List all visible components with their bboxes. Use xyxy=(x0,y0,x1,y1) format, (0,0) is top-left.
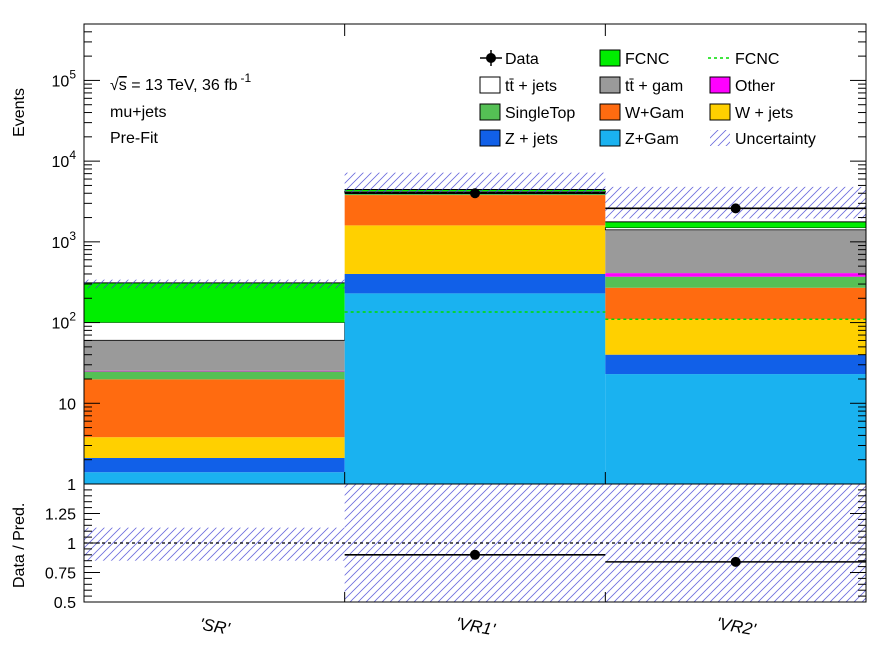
ratio-y-tick-label: 0.5 xyxy=(54,595,76,612)
bar-z-gam-vr2 xyxy=(605,374,866,484)
legend-swatch xyxy=(599,129,621,147)
x-label-sr: 'SR' xyxy=(198,615,232,639)
legend-swatch xyxy=(599,103,621,121)
bar-w-gam-vr2 xyxy=(605,287,866,320)
legend-swatch xyxy=(599,76,621,94)
bar-tt-gam-sr xyxy=(84,340,345,371)
ratio-y-axis-label: Data / Pred. xyxy=(11,503,28,588)
bar-other-sr xyxy=(84,370,345,372)
main-y-tick-label: 104 xyxy=(52,148,77,171)
ratio-data-points xyxy=(344,549,866,567)
bar-fcnc-sr xyxy=(84,282,345,323)
legend-label: Data xyxy=(505,51,539,68)
bar-w-gam-vr1 xyxy=(344,195,606,226)
fcnc-dashed-line xyxy=(344,311,866,320)
bar-z-jets-vr1 xyxy=(344,273,606,294)
ratio-y-axis: 0.5 0.75 1 1.25 xyxy=(45,483,866,612)
uncertainty-band-sr xyxy=(84,279,345,289)
legend-label: tt̄ + jets xyxy=(505,78,557,95)
legend-swatch xyxy=(479,103,501,121)
legend-entry-w-gam-7: W+Gam xyxy=(599,103,684,122)
bar-singletop-vr2 xyxy=(605,276,866,288)
legend-entry-fcnc-2: FCNC xyxy=(708,51,779,68)
legend-label: Uncertainty xyxy=(735,131,816,148)
ratio-y-tick-label: 0.75 xyxy=(45,566,76,583)
legend-entry-uncertainty-11: Uncertainty xyxy=(710,130,816,148)
ratio-y-tick-label: 1.25 xyxy=(45,507,76,524)
bar-tt-jets-sr xyxy=(84,322,346,341)
legend-marker-dot xyxy=(486,53,496,63)
bar-tt-gam-vr2 xyxy=(605,229,866,274)
legend-entry-w-jets-8: W + jets xyxy=(709,103,793,122)
legend-entry-other-5: Other xyxy=(709,76,776,95)
legend-label: FCNC xyxy=(625,51,669,68)
stage-label: Pre-Fit xyxy=(110,130,159,147)
legend-label: Z+Gam xyxy=(625,131,679,148)
bar-w-jets-vr1 xyxy=(344,225,606,274)
bar-singletop-sr xyxy=(84,371,345,380)
y-axis-label: Events xyxy=(11,88,28,137)
plot-annotations: √s = 13 TeV, 36 fb -1 mu+jets Pre-Fit xyxy=(110,71,252,147)
legend-entry-z-jets-9: Z + jets xyxy=(479,129,558,148)
data-point-vr2 xyxy=(730,203,741,214)
bar-w-jets-sr xyxy=(84,437,345,458)
main-y-tick-label: 105 xyxy=(52,67,77,90)
bar-z-jets-vr2 xyxy=(605,354,866,375)
ratio-point-vr1 xyxy=(470,549,480,560)
ratio-band-sr xyxy=(84,527,345,561)
main-y-tick-label: 102 xyxy=(52,310,77,333)
energy-lumi-label: √s = 13 TeV, 36 fb -1 xyxy=(110,71,252,94)
legend-swatch xyxy=(479,76,501,94)
bar-w-gam-sr xyxy=(84,379,345,438)
ratio-uncertainty-bands xyxy=(84,484,866,602)
bar-other-vr2 xyxy=(605,273,866,277)
legend-label: Other xyxy=(735,78,776,95)
bar-z-gam-sr xyxy=(84,472,345,484)
legend-label: Z + jets xyxy=(505,131,558,148)
legend-swatch xyxy=(479,129,501,147)
legend-entry-singletop-6: SingleTop xyxy=(479,103,575,122)
main-y-tick-label: 10 xyxy=(58,396,76,413)
main-y-axis: 1 10 102 103 104 105 xyxy=(52,23,866,494)
legend-label: FCNC xyxy=(735,51,779,68)
legend-entry-tt-gam-4: tt̄ + gam xyxy=(599,76,683,95)
channel-label: mu+jets xyxy=(110,104,166,121)
legend-entry-tt-jets-3: tt̄ + jets xyxy=(479,76,557,95)
legend-swatch xyxy=(709,76,731,94)
ratio-y-tick-label: 1 xyxy=(67,536,76,553)
x-label-vr2: 'VR2' xyxy=(715,614,758,640)
legend-label: tt̄ + gam xyxy=(625,78,683,95)
legend-label: W + jets xyxy=(735,105,793,122)
bar-w-jets-vr2 xyxy=(605,319,866,355)
legend-entry-data-0: Data xyxy=(480,50,539,68)
main-panel-bars xyxy=(84,189,866,484)
main-data-points xyxy=(344,188,866,214)
bar-z-gam-vr1 xyxy=(344,293,606,484)
legend-label: W+Gam xyxy=(625,105,684,122)
main-y-tick-label: 1 xyxy=(67,477,76,494)
legend-entry-fcnc-1: FCNC xyxy=(599,49,669,68)
legend-label: SingleTop xyxy=(505,105,575,122)
bar-z-jets-sr xyxy=(84,457,345,473)
legend-entry-z-gam-10: Z+Gam xyxy=(599,129,679,148)
bar-tt-jets-vr2 xyxy=(604,227,866,231)
main-y-tick-label: 103 xyxy=(52,229,77,252)
x-axis-category-labels: 'SR' 'VR1' 'VR2' xyxy=(198,614,758,640)
ratio-point-vr2 xyxy=(730,556,741,567)
bar-fcnc-vr2 xyxy=(605,221,866,228)
legend-swatch xyxy=(709,103,731,121)
uncertainty-band-vr2 xyxy=(605,186,866,219)
data-point-vr1 xyxy=(470,188,480,199)
uncertainty-band-vr1 xyxy=(344,172,606,195)
legend-hatch xyxy=(710,130,730,146)
legend: Data FCNC FCNC tt̄ + jets tt̄ + gam Other Sing… xyxy=(479,49,816,148)
legend-swatch xyxy=(599,49,621,67)
x-label-vr1: 'VR1' xyxy=(454,614,497,640)
